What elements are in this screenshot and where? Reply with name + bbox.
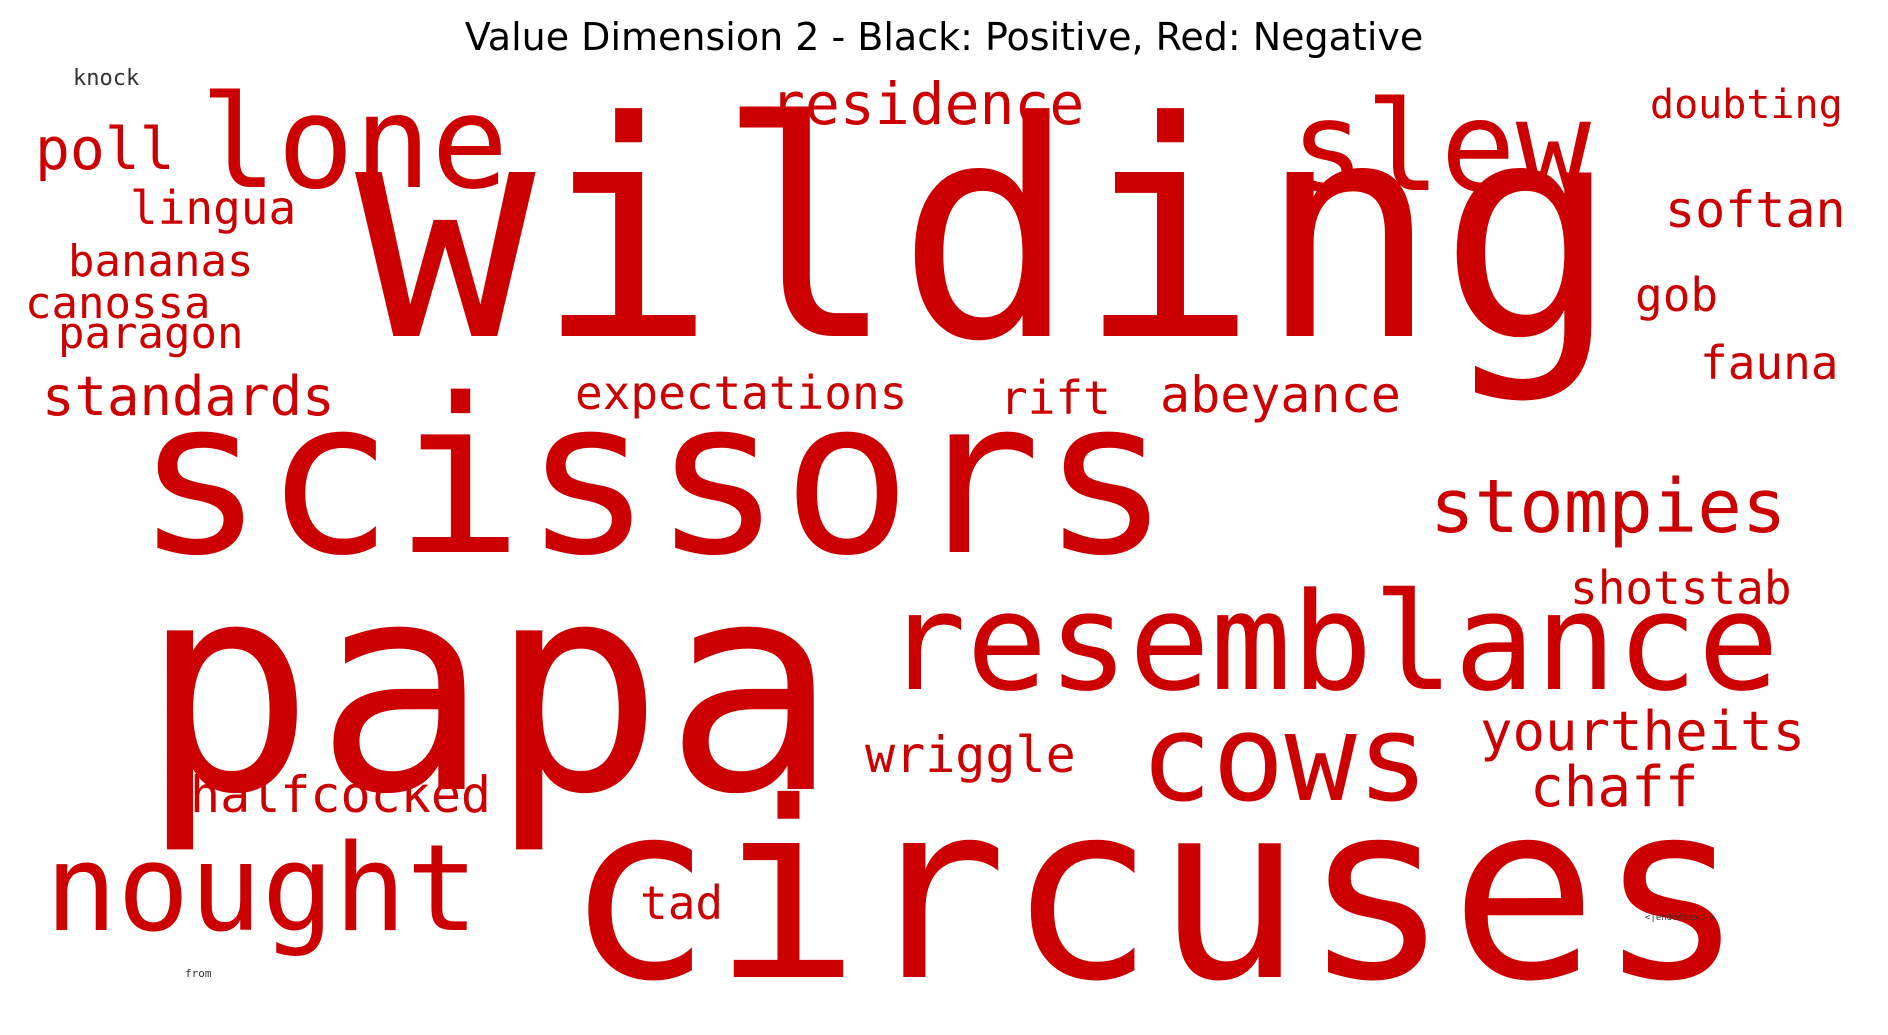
word-lone: lone (200, 69, 509, 218)
word-stompies: stompies (1430, 464, 1787, 550)
word-wriggle: wriggle (865, 726, 1076, 784)
word-poll: poll (35, 115, 175, 183)
word-resemblance: resemblance (885, 564, 1780, 721)
word-bananas: bananas (68, 236, 254, 287)
word-fauna: fauna (1700, 336, 1839, 390)
word-abeyance: abeyance (1160, 366, 1401, 424)
word-endoftext: <|endoftext|> (1645, 913, 1716, 923)
word-gob: gob (1635, 268, 1719, 322)
word-circuses: circuses (565, 750, 1746, 1035)
word-wilding: wilding (355, 58, 1620, 407)
word-rift: rift (1000, 371, 1111, 425)
word-from: from (185, 967, 212, 980)
word-paragon: paragon (58, 308, 244, 359)
word-canossa: canossa (25, 278, 211, 329)
word-papa: papa (140, 521, 839, 858)
word-doubting: doubting (1650, 82, 1843, 128)
word-residence: residence (770, 70, 1085, 138)
word-tad: tad (640, 876, 724, 930)
word-yourtheits: yourtheits (1480, 700, 1806, 763)
word-nought: nought (45, 820, 479, 959)
word-lingua: lingua (130, 181, 297, 235)
word-chaff: chaff (1530, 755, 1699, 820)
word-cows: cows (1140, 690, 1429, 829)
word-expectations: expectations (575, 366, 908, 420)
word-cloud-canvas: Value Dimension 2 - Black: Positive, Red… (25, 15, 1846, 1015)
word-shotstab: shotstab (1570, 561, 1792, 615)
word-standards: standards (42, 365, 335, 428)
word-scissors: scissors (135, 352, 1171, 603)
word-softan: softan (1665, 181, 1846, 239)
word-knock: knock (73, 66, 140, 91)
word-slew: slew (1290, 75, 1592, 220)
word-halfcocked: halfcocked (190, 766, 492, 824)
chart-title: Value Dimension 2 - Black: Positive, Red… (464, 15, 1424, 59)
